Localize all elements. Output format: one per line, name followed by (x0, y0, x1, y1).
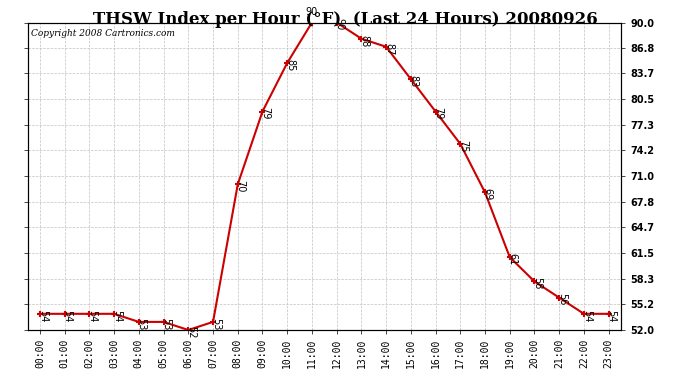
Text: 87: 87 (384, 43, 394, 55)
Text: 53: 53 (137, 318, 147, 330)
Text: 54: 54 (87, 310, 97, 322)
Text: 75: 75 (458, 140, 468, 152)
Text: 85: 85 (285, 59, 295, 71)
Text: 52: 52 (186, 326, 196, 338)
Text: 88: 88 (359, 34, 369, 47)
Text: 90: 90 (335, 18, 344, 31)
Text: 69: 69 (483, 188, 493, 201)
Text: 54: 54 (607, 310, 616, 322)
Text: 83: 83 (408, 75, 419, 87)
Text: Copyright 2008 Cartronics.com: Copyright 2008 Cartronics.com (30, 28, 175, 38)
Text: 53: 53 (161, 318, 171, 330)
Text: 90: 90 (306, 7, 318, 17)
Text: 79: 79 (260, 107, 270, 120)
Text: 70: 70 (235, 180, 246, 192)
Text: 54: 54 (112, 310, 122, 322)
Text: 53: 53 (211, 318, 221, 330)
Text: 58: 58 (532, 277, 542, 290)
Text: 54: 54 (38, 310, 48, 322)
Text: 61: 61 (508, 253, 518, 265)
Text: 54: 54 (582, 310, 592, 322)
Text: 56: 56 (557, 294, 567, 306)
Text: THSW Index per Hour (°F)  (Last 24 Hours) 20080926: THSW Index per Hour (°F) (Last 24 Hours)… (92, 11, 598, 28)
Text: 79: 79 (433, 107, 444, 120)
Text: 54: 54 (63, 310, 72, 322)
